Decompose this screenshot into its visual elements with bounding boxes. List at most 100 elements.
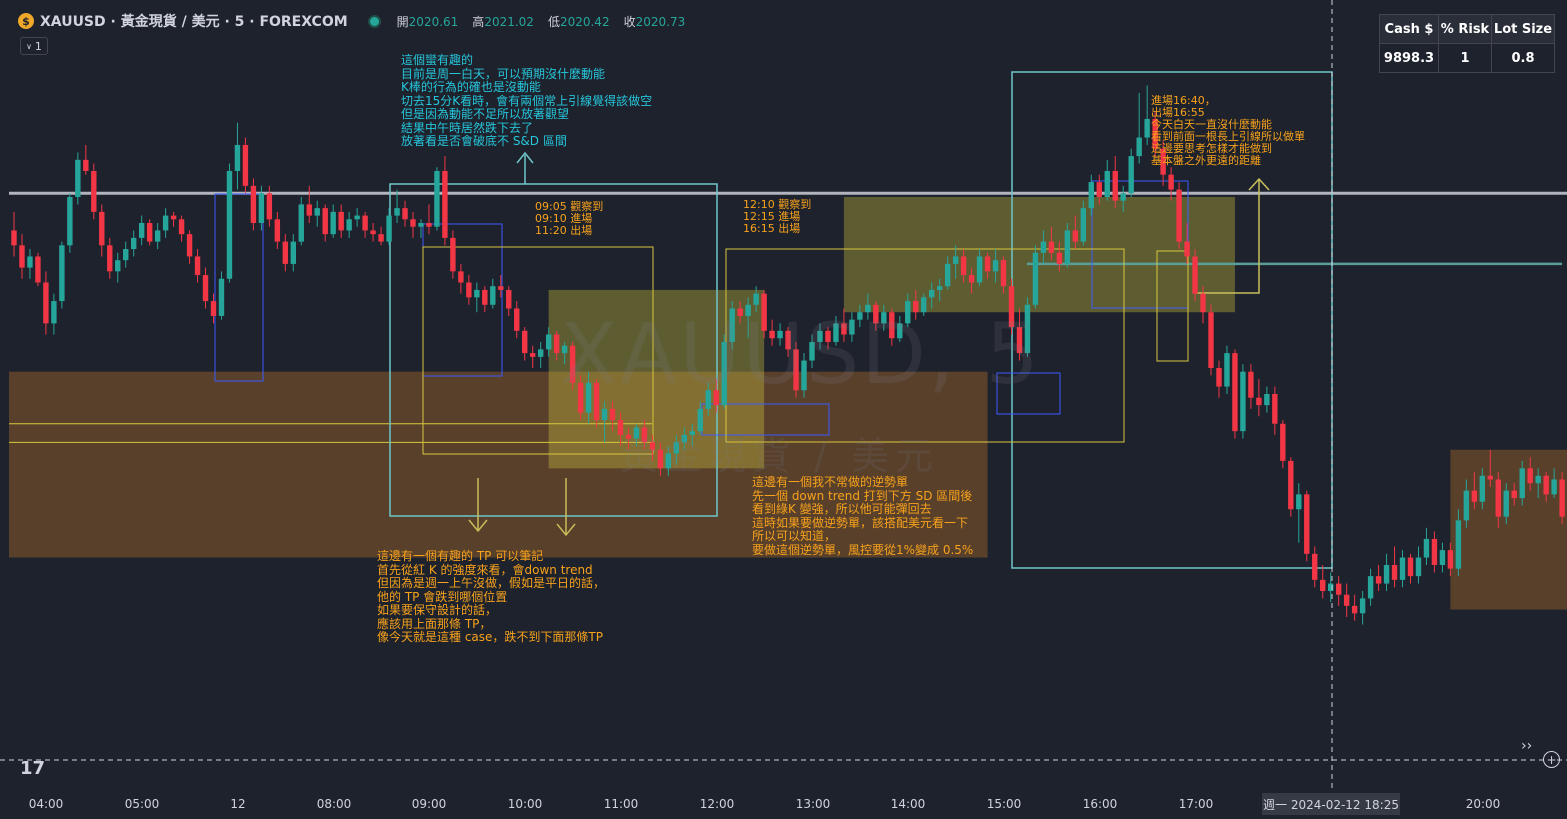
candle bbox=[593, 379, 600, 428]
candle-body bbox=[657, 449, 664, 469]
candle-body bbox=[282, 241, 289, 264]
note-tp[interactable]: 這邊有一個有趣的 TP 可以筆記 首先從紅 K 的強度來看，會down tren… bbox=[377, 549, 606, 644]
arrow-up-target-head bbox=[1248, 177, 1270, 191]
candle-body bbox=[210, 301, 217, 316]
candle bbox=[1375, 564, 1382, 591]
note-trade2[interactable]: 12:10 觀察到 12:15 進場 16:15 出場 bbox=[743, 198, 812, 235]
candle-body bbox=[426, 223, 432, 227]
time-tick: 12 bbox=[230, 797, 246, 811]
candle-body bbox=[35, 256, 41, 283]
candle bbox=[897, 315, 903, 342]
supply-zone bbox=[548, 289, 765, 469]
candle bbox=[51, 293, 57, 335]
candle-body bbox=[306, 204, 312, 216]
candle bbox=[1535, 468, 1541, 499]
symbol-title[interactable]: XAUUSD · 黃金現貨 / 美元 · 5 · FOREXCOM bbox=[40, 14, 348, 30]
candle-body bbox=[697, 408, 703, 432]
note-trade3[interactable]: 進場16:40， 出場16:55 今天白天一直沒什麼動能 看到前面一根長上引線所… bbox=[1151, 94, 1305, 167]
candle-body bbox=[897, 323, 903, 339]
candle bbox=[769, 319, 775, 346]
candle-body bbox=[466, 282, 472, 298]
note-trade1[interactable]: 09:05 觀察到 09:10 進場 11:20 出場 bbox=[535, 200, 604, 237]
candle bbox=[1511, 483, 1517, 506]
note-counter-trend[interactable]: 這邊有一個我不常做的逆勢單 先一個 down trend 打到下方 SD 區間後… bbox=[752, 475, 974, 557]
candle-body bbox=[1240, 371, 1246, 432]
candle-body bbox=[849, 319, 855, 335]
candle-body bbox=[633, 427, 640, 439]
candle bbox=[186, 230, 193, 264]
candle bbox=[952, 245, 959, 279]
candle bbox=[785, 327, 791, 357]
candle-body bbox=[1423, 538, 1430, 558]
candle-body bbox=[498, 286, 504, 290]
plus-icon[interactable]: + bbox=[1543, 751, 1560, 768]
tradingview-logo-icon[interactable]: 17 bbox=[20, 758, 46, 779]
candle-body bbox=[242, 144, 249, 186]
candle bbox=[609, 401, 616, 432]
candle-body bbox=[1104, 170, 1110, 197]
candle bbox=[426, 204, 432, 235]
table-value-cash: 9898.3 bbox=[1379, 43, 1439, 73]
indicator-count: 1 bbox=[34, 39, 42, 53]
candle bbox=[131, 230, 137, 257]
candle-body bbox=[258, 193, 265, 224]
candle bbox=[418, 219, 424, 238]
candle bbox=[641, 420, 648, 450]
candle bbox=[1383, 553, 1390, 591]
candle-body bbox=[785, 330, 791, 350]
candle-body bbox=[1152, 118, 1158, 149]
candle-body bbox=[402, 208, 408, 220]
candle bbox=[1487, 449, 1493, 487]
candle-body bbox=[984, 256, 991, 272]
note-top[interactable]: 這個蠻有趣的 目前是周一白天，可以預期沒什麼動能 K棒的行為的確也是沒動能 切去… bbox=[401, 53, 653, 148]
candle-body bbox=[138, 223, 145, 238]
candle bbox=[178, 215, 185, 242]
candle bbox=[362, 211, 368, 238]
candle bbox=[681, 427, 688, 450]
time-axis[interactable]: 04:00 05:00 12 08:00 09:00 10:00 11:00 1… bbox=[0, 788, 1567, 819]
indicator-collapse-button[interactable]: ∨ 1 bbox=[20, 37, 48, 55]
candle-body bbox=[1463, 490, 1470, 521]
candle-body bbox=[75, 159, 81, 197]
candle bbox=[242, 137, 249, 194]
candle bbox=[1016, 308, 1023, 361]
table-header-lot: Lot Size bbox=[1491, 14, 1555, 44]
candle bbox=[490, 278, 496, 309]
candle-body bbox=[801, 360, 807, 391]
candle bbox=[721, 334, 727, 409]
ohlc-close: 收2020.73 bbox=[623, 14, 686, 29]
candle-body bbox=[857, 312, 863, 320]
candle-body bbox=[1208, 312, 1214, 368]
candle bbox=[905, 293, 911, 328]
candle bbox=[123, 241, 129, 268]
candle bbox=[545, 327, 552, 357]
candle bbox=[929, 282, 935, 309]
candle-body bbox=[1136, 137, 1142, 157]
ohlc-high: 高2021.02 bbox=[472, 14, 534, 29]
candle-body bbox=[115, 260, 121, 272]
candle-body bbox=[1128, 156, 1134, 194]
candle bbox=[889, 308, 895, 346]
candle-body bbox=[83, 159, 89, 171]
candle bbox=[386, 208, 392, 246]
candle-body bbox=[314, 208, 320, 216]
candle bbox=[617, 412, 624, 447]
candle-body bbox=[1024, 304, 1031, 354]
candle bbox=[474, 282, 480, 313]
market-status-icon[interactable] bbox=[369, 16, 379, 26]
candle bbox=[1216, 360, 1222, 398]
candle-body bbox=[865, 304, 871, 313]
candle bbox=[1120, 185, 1126, 212]
scroll-to-realtime-button[interactable]: ›› bbox=[1521, 738, 1533, 754]
candle bbox=[298, 197, 304, 246]
candle bbox=[394, 189, 400, 224]
candle-body bbox=[1120, 193, 1126, 201]
candle-body bbox=[1016, 327, 1023, 354]
candle-body bbox=[968, 275, 975, 283]
candle-body bbox=[146, 223, 153, 242]
candle-body bbox=[474, 289, 480, 298]
candle-body bbox=[418, 223, 424, 227]
candle bbox=[913, 289, 919, 320]
candle-body bbox=[154, 230, 161, 242]
